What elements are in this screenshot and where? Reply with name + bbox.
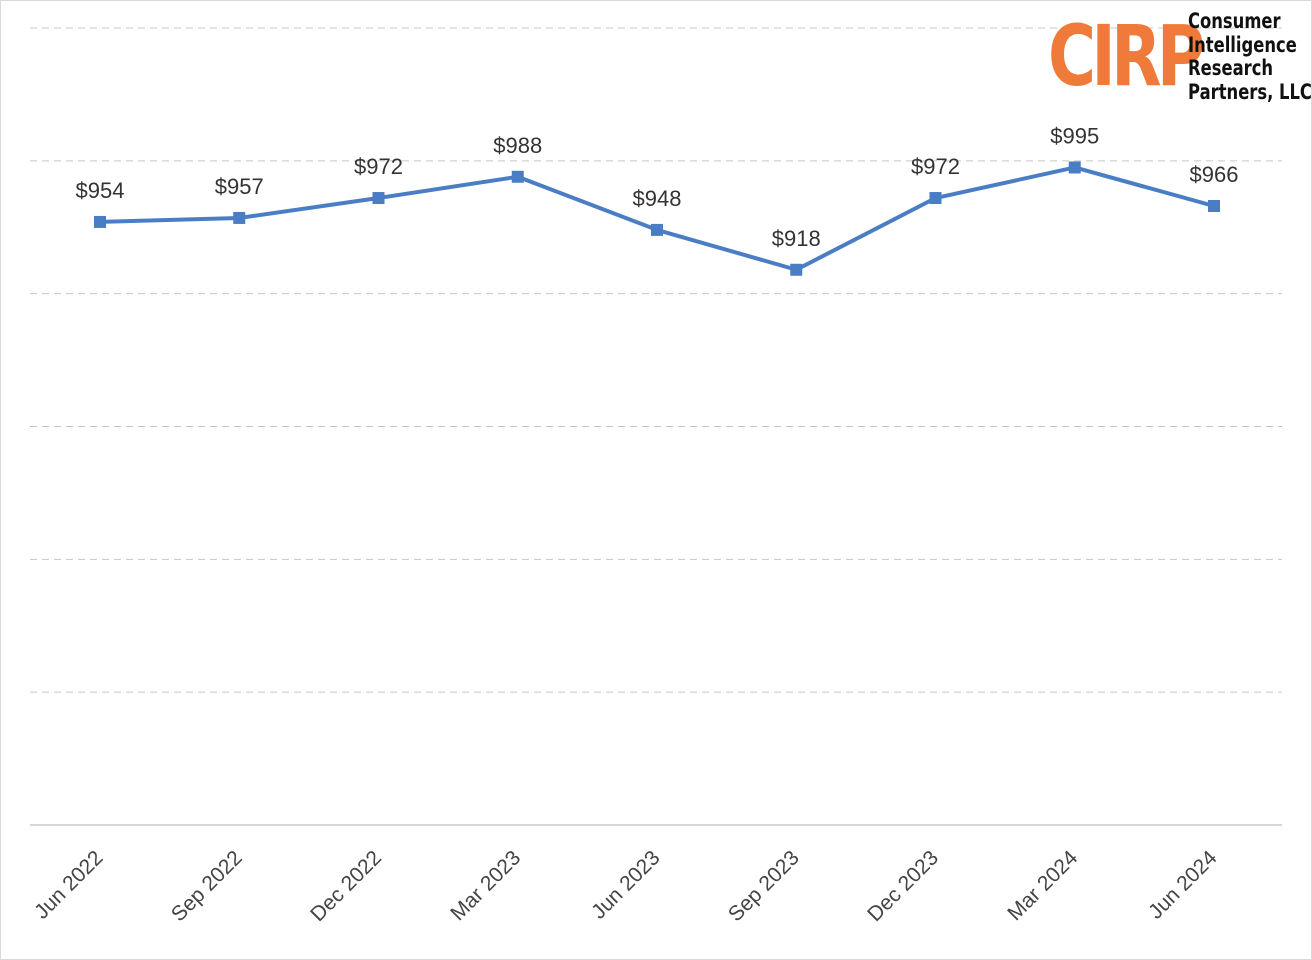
data-point-marker (1208, 199, 1220, 212)
x-tick-label: Dec 2023 (863, 846, 943, 926)
data-labels: $954 $957 $972 $988 $948 $918 $972 $995 $966 (76, 123, 1239, 250)
logo-line: Research (1188, 56, 1274, 80)
x-tick-label: Jun 2024 (1144, 846, 1222, 924)
x-tick-labels: Jun 2022 Sep 2022 Dec 2022 Mar 2023 Jun 2023… (30, 846, 1222, 926)
data-point-marker (790, 263, 803, 276)
x-tick-label: Mar 2023 (446, 846, 525, 925)
x-tick-label: Sep 2022 (167, 846, 247, 926)
logo-line: Consumer (1188, 9, 1281, 33)
data-label: $995 (1050, 123, 1099, 148)
cirp-logo: CIRP Consumer Intelligence Research Part… (1048, 7, 1312, 105)
x-tick-label: Jun 2023 (587, 846, 664, 923)
x-tick-label: Sep 2023 (724, 846, 804, 926)
data-point-marker (929, 192, 942, 205)
data-label: $948 (633, 186, 682, 211)
data-label: $972 (911, 154, 960, 179)
series-group (94, 161, 1220, 276)
data-label: $954 (76, 178, 125, 203)
data-point-marker (233, 211, 246, 224)
data-label: $988 (493, 133, 542, 158)
data-point-marker (1068, 161, 1081, 174)
series-line (98, 165, 1216, 272)
x-tick-label: Jun 2022 (30, 846, 107, 923)
gridlines (30, 27, 1282, 693)
data-point-marker (372, 192, 385, 205)
x-tick-label: Mar 2024 (1003, 846, 1082, 925)
x-tick-label: Dec 2022 (306, 846, 386, 926)
data-point-marker (94, 215, 106, 228)
data-label: $966 (1190, 162, 1239, 187)
data-point-marker (511, 170, 524, 183)
logo-line: Intelligence (1188, 32, 1297, 57)
data-point-marker (651, 223, 663, 236)
logo-mark: CIRP (1048, 7, 1205, 105)
logo-line: Partners, LLC (1188, 79, 1312, 104)
data-label: $957 (215, 174, 264, 199)
logo-company-name: Consumer Intelligence Research Partners,… (1188, 9, 1312, 104)
data-label: $918 (772, 226, 821, 251)
data-label: $972 (354, 154, 403, 179)
